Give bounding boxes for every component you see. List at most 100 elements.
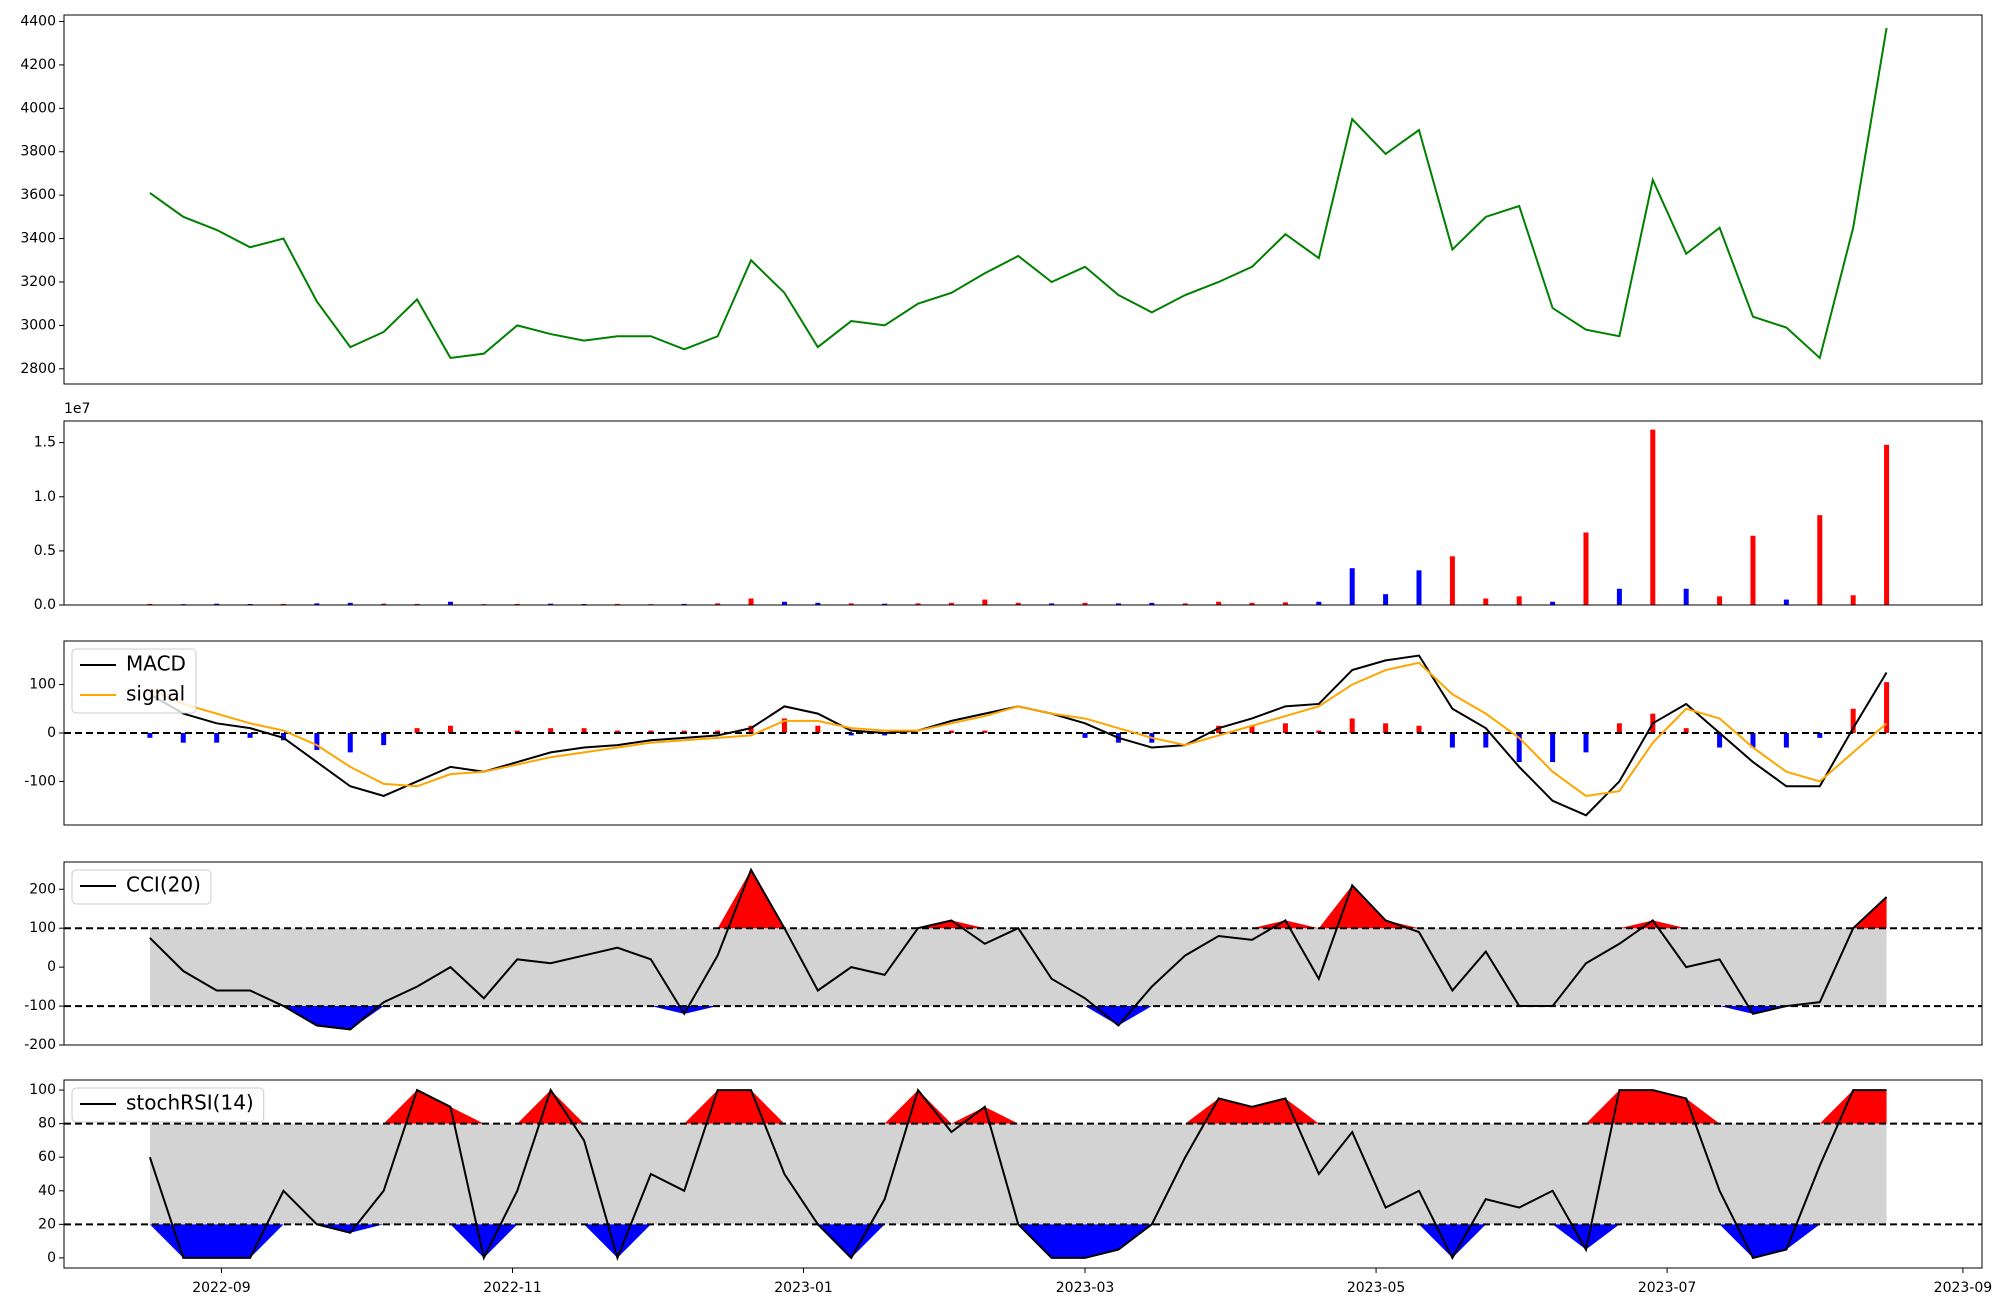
y-tick-label: 1.5 [34,435,56,451]
histogram-bar [1683,728,1689,733]
y-tick-label: 4400 [20,14,56,30]
series-line [149,27,1888,360]
volume-bar [815,602,821,605]
histogram-bar [1850,708,1856,733]
y-tick-label: 60 [38,1149,56,1165]
legend: CCI(20) [71,869,212,905]
band-fill [149,1123,1887,1225]
volume-bar [781,601,787,605]
band-fill [149,928,1887,1007]
volume-bar [1516,596,1522,605]
volume-bar [948,602,954,605]
histogram-bar [1082,733,1088,738]
volume-bar [982,599,988,605]
volume-bar [280,603,286,605]
panel: 2800 3000 3200 3400 3600 3800 4000 4200 4400 [20,14,1983,385]
volume-bar [882,603,888,605]
histogram-bar [715,730,721,733]
panel: -100 0 100 MACD signal [24,640,1983,826]
volume-bar [414,603,420,605]
oversold-fill [149,1006,1887,1030]
volume-bar [214,603,220,605]
volume-bar [681,603,687,605]
oversold-fill [149,1224,1887,1258]
histogram-bar [1616,723,1622,733]
x-tick-label: 2023-05 [1347,1280,1406,1296]
volume-bar [1817,515,1823,605]
series-line [148,1087,1887,1262]
histogram-bar [781,718,787,733]
y-tick-label: 100 [29,1082,56,1098]
y-tick-label: 0 [47,725,56,741]
volume-bar [1650,429,1656,605]
histogram-bar [514,730,520,733]
legend: MACD signal [71,648,197,714]
volume-bar [1750,535,1756,605]
histogram-bar [614,730,620,733]
x-tick-label: 2023-03 [1056,1280,1115,1296]
histogram-bar [1316,730,1322,733]
histogram-bar [982,730,988,733]
histogram-bar [815,725,821,733]
y-tick-label: 3000 [20,317,56,333]
y-tick-label: 3800 [20,144,56,160]
y-tick-label: 3400 [20,231,56,247]
histogram-bar [1884,682,1890,733]
x-tick-label: 2022-11 [483,1280,542,1296]
histogram-bar [882,733,888,736]
histogram-bar [1449,733,1455,748]
volume-bar [1349,568,1355,605]
offset-label: 1e7 [64,401,90,417]
histogram-bar [447,725,453,733]
histogram-bar [1483,733,1489,748]
axes-frame [63,640,1983,826]
histogram-bar [1383,723,1389,733]
y-tick-label: -100 [24,773,56,789]
histogram-bar [1817,733,1823,738]
y-tick-label: 3200 [20,274,56,290]
y-tick-label: 2800 [20,361,56,377]
x-tick-label: 2022-09 [192,1280,251,1296]
volume-bar [1115,603,1121,605]
histogram-bar [214,733,220,743]
volume-bar [447,601,453,605]
volume-bar [748,598,754,605]
histogram-bar [948,730,954,733]
volume-bar [1249,602,1255,605]
histogram-bar [280,733,286,741]
volume-bar [1383,594,1389,605]
y-tick-label: 100 [29,677,56,693]
histogram-bar [1249,725,1255,733]
y-tick-label: 20 [38,1216,56,1232]
volume-bar [1616,588,1622,605]
panel: 0 20 40 60 80 100 2022-09 2022-11 2023-01 2023-03… [29,1079,1992,1296]
histogram-bar [581,728,587,733]
volume-bar [1149,602,1155,605]
volume-bar [1015,602,1021,605]
volume-bar [514,603,520,605]
volume-bar [915,603,921,605]
histogram-bar [247,733,253,738]
histogram-bar [381,733,387,746]
volume-bar [1182,603,1188,605]
histogram-bar [648,730,654,733]
y-tick-label: 100 [29,920,56,936]
legend-label: signal [126,682,185,706]
legend-label: stochRSI(14) [126,1091,254,1115]
histogram-bar [1750,733,1756,748]
histogram-bar [1583,733,1589,753]
plot-area [64,654,1982,817]
volume-bar [1316,601,1322,605]
axes-frame [63,420,1983,606]
histogram-bar [414,728,420,733]
histogram-bar [1550,733,1556,763]
y-tick-label: 200 [29,881,56,897]
histogram-bar [1349,718,1355,733]
histogram-bar [848,733,854,736]
y-tick-label: -200 [24,1037,56,1053]
volume-bar [715,603,721,605]
volume-bar [1483,598,1489,605]
volume-bar [548,603,554,605]
x-tick-label: 2023-01 [774,1280,833,1296]
